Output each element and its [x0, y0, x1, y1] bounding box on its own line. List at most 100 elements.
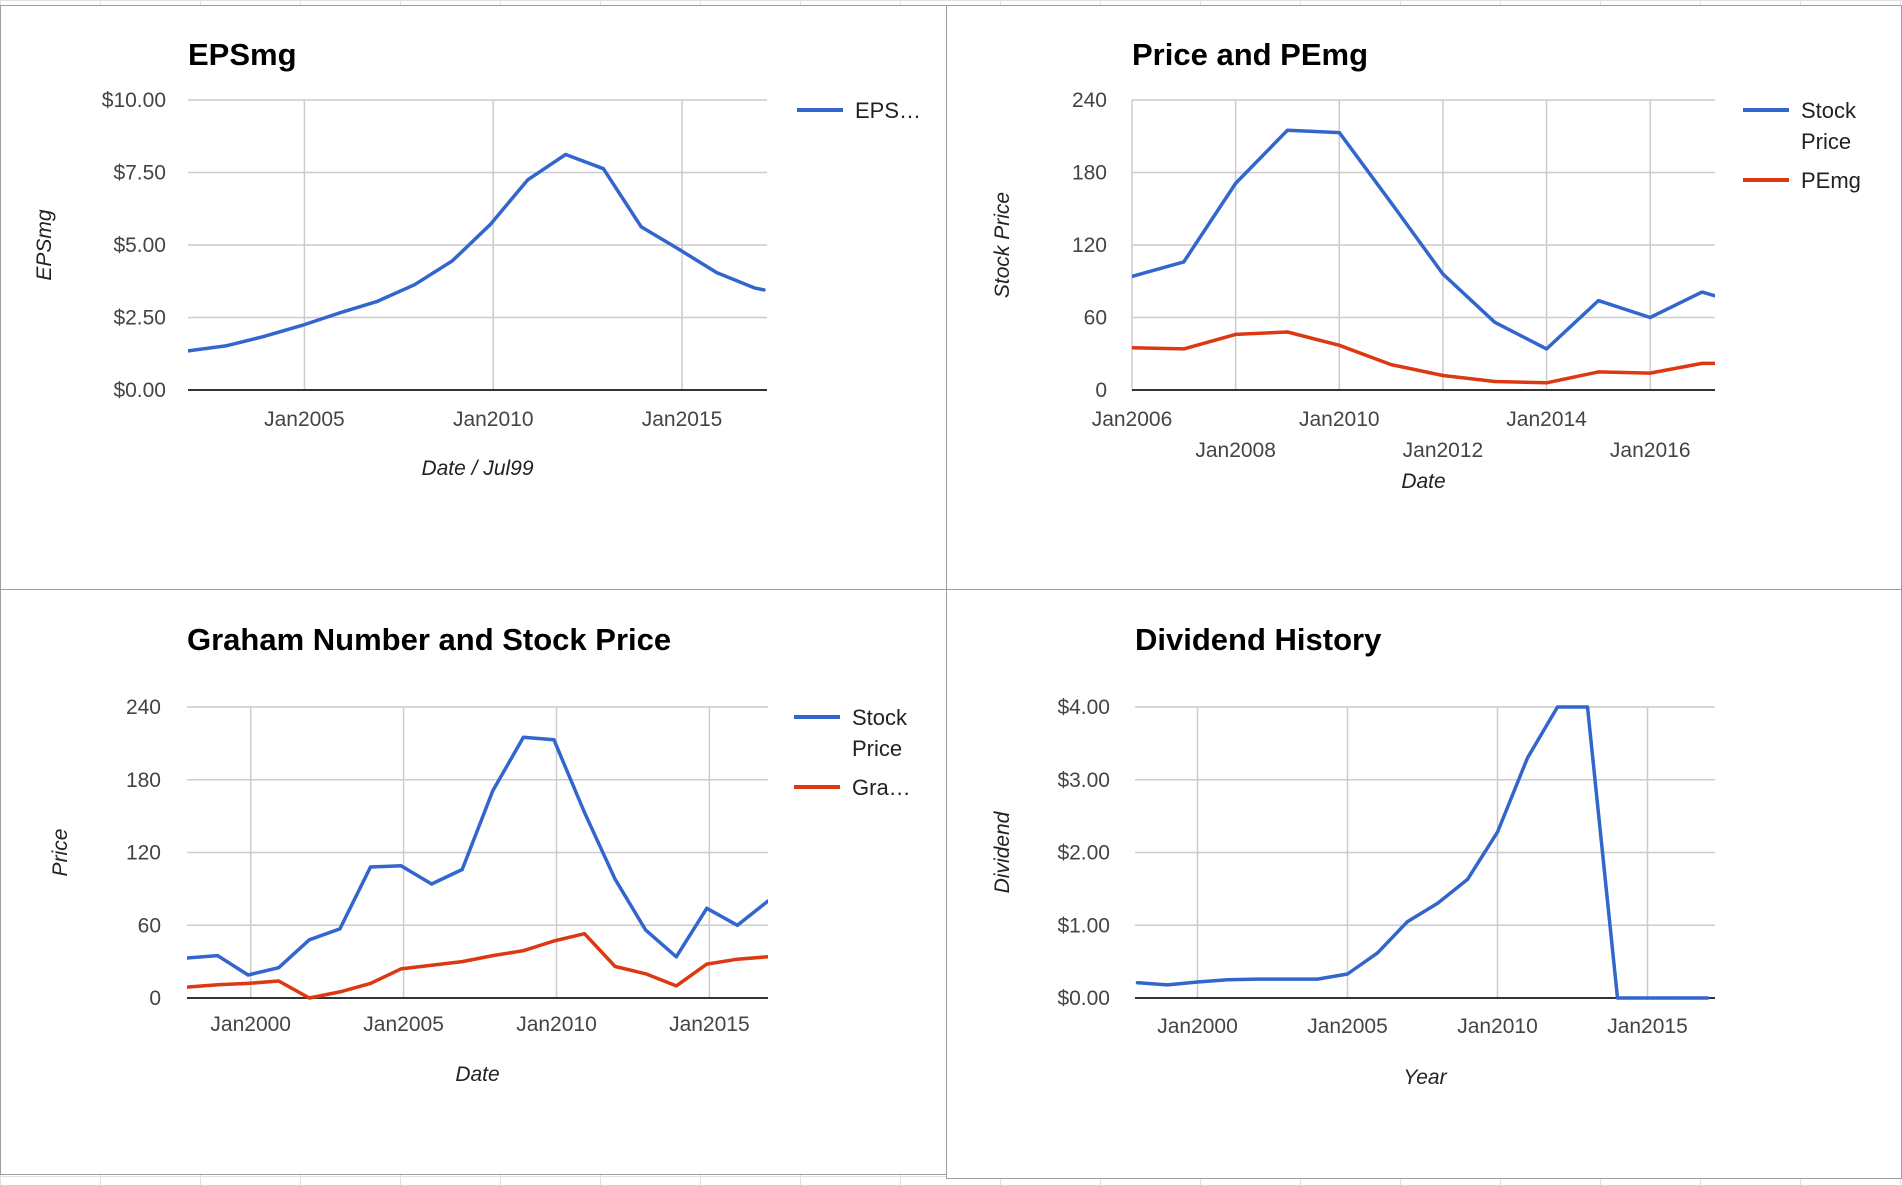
chart-panel-dividend-history[interactable]: Dividend History $0.00 $1.00 $2.00 $3.00 $4.0… — [946, 589, 1902, 1179]
data-point — [224, 344, 228, 348]
data-point — [1495, 830, 1500, 834]
data-point — [246, 973, 250, 977]
data-point — [1389, 363, 1393, 367]
x-tick-label: Jan2000 — [210, 1013, 291, 1036]
data-point — [491, 954, 495, 958]
data-point — [1585, 705, 1590, 709]
data-point — [552, 939, 556, 943]
data-point — [705, 962, 709, 966]
data-point — [299, 324, 303, 328]
legend-label: EPS… — [855, 98, 921, 123]
data-point — [766, 899, 768, 903]
data-point — [1435, 901, 1440, 905]
chart-title: EPSmg — [188, 37, 297, 72]
data-point — [1132, 346, 1134, 350]
data-point — [1389, 201, 1393, 205]
x-tick-label: Jan2016 — [1610, 439, 1691, 462]
data-point — [307, 996, 311, 1000]
legend-item-pemg: PEmg — [1743, 168, 1861, 193]
data-point — [1596, 299, 1600, 303]
x-axis-title: Date — [455, 1063, 499, 1086]
series-line-series — [1135, 705, 1710, 1000]
data-point — [338, 927, 342, 931]
series-line-pemg — [1132, 330, 1715, 385]
data-point — [564, 152, 568, 157]
data-point — [1713, 294, 1715, 298]
y-axis-title: Stock Price — [991, 192, 1014, 298]
data-point — [1234, 332, 1238, 336]
data-point — [1165, 983, 1170, 987]
chart-panel-graham-number[interactable]: Graham Number and Stock Price 0 60 120 180 24… — [0, 589, 947, 1175]
data-point — [521, 949, 526, 953]
chart-title: Price and PEmg — [1132, 37, 1368, 72]
x-axis-title: Year — [1403, 1066, 1447, 1089]
chart-panel-price-and-pemg[interactable]: Price and PEmg 0 60 120 180 240 Jan2006 Jan2008… — [946, 5, 1902, 590]
x-tick-label: Jan2006 — [1092, 408, 1173, 431]
legend-label: Price — [852, 736, 902, 761]
data-point — [644, 972, 648, 976]
data-point — [413, 283, 417, 287]
legend-label: PEmg — [1801, 168, 1861, 193]
y-tick-label: $0.00 — [113, 379, 166, 402]
legend-item-eps: EPS… — [797, 98, 921, 123]
data-point — [705, 906, 709, 910]
chart-price-and-pemg: Price and PEmg 0 60 120 180 240 Jan2006 Jan2008… — [991, 37, 1861, 493]
x-tick-label: Jan2010 — [453, 408, 534, 431]
data-point — [1645, 996, 1650, 1000]
legend-label: Price — [1801, 129, 1851, 154]
data-point — [1255, 977, 1260, 981]
y-tick-label: 180 — [1072, 162, 1107, 185]
legend-item-stock-price: Stock Price — [1743, 98, 1857, 154]
data-point — [613, 964, 617, 969]
y-axis-title: Dividend — [991, 810, 1014, 893]
y-tick-label: $7.50 — [113, 162, 166, 185]
data-point — [491, 789, 495, 793]
y-tick-label: 0 — [149, 987, 161, 1010]
series-line-eps — [188, 152, 766, 353]
series-series — [1135, 705, 1710, 1000]
legend-label: Stock — [852, 705, 908, 730]
data-point — [307, 938, 311, 942]
data-point — [1225, 978, 1230, 982]
series-stock-price — [187, 735, 768, 977]
data-point — [1195, 980, 1200, 984]
data-point — [1648, 315, 1652, 320]
x-tick-label: Jan2005 — [1307, 1015, 1388, 1038]
data-point — [1285, 330, 1290, 334]
data-point — [1315, 977, 1320, 981]
y-tick-label: $2.00 — [1057, 842, 1110, 865]
data-point — [1705, 996, 1710, 1000]
y-tick-label: 180 — [126, 769, 161, 792]
chart-graham-number: Graham Number and Stock Price 0 60 120 180 24… — [49, 622, 911, 1086]
data-point — [582, 932, 587, 936]
data-point — [1465, 877, 1470, 881]
x-tick-label: Jan2005 — [363, 1013, 444, 1036]
chart-panel-epsmg[interactable]: EPSmg $0.00 $2.50 $5.00 $7.50 $10.00 Jan2005 Ja… — [0, 5, 947, 590]
x-tick-label: Jan2014 — [1506, 408, 1587, 431]
y-tick-label: 60 — [138, 914, 161, 937]
data-point — [1234, 181, 1238, 185]
x-tick-label: Jan2010 — [1457, 1015, 1538, 1038]
series-eps — [188, 152, 766, 353]
data-point — [430, 963, 434, 967]
y-tick-label: $0.00 — [1057, 987, 1110, 1010]
y-tick-label: $2.50 — [113, 307, 166, 330]
data-point — [1648, 371, 1652, 375]
data-point — [277, 979, 281, 983]
data-point — [430, 882, 434, 886]
data-point — [735, 923, 740, 927]
data-point — [1337, 131, 1341, 135]
chart-title: Graham Number and Stock Price — [187, 622, 671, 657]
data-point — [375, 300, 379, 304]
data-point — [1285, 128, 1290, 132]
data-point — [1182, 260, 1186, 264]
y-tick-label: $10.00 — [102, 89, 166, 112]
data-point — [338, 990, 342, 994]
series-line-gra — [187, 931, 768, 1000]
data-point — [1713, 361, 1715, 365]
data-point — [187, 956, 189, 960]
chart-title: Dividend History — [1135, 622, 1382, 657]
x-tick-label: Jan2010 — [1299, 408, 1380, 431]
data-point — [216, 954, 220, 958]
data-point — [677, 247, 681, 251]
